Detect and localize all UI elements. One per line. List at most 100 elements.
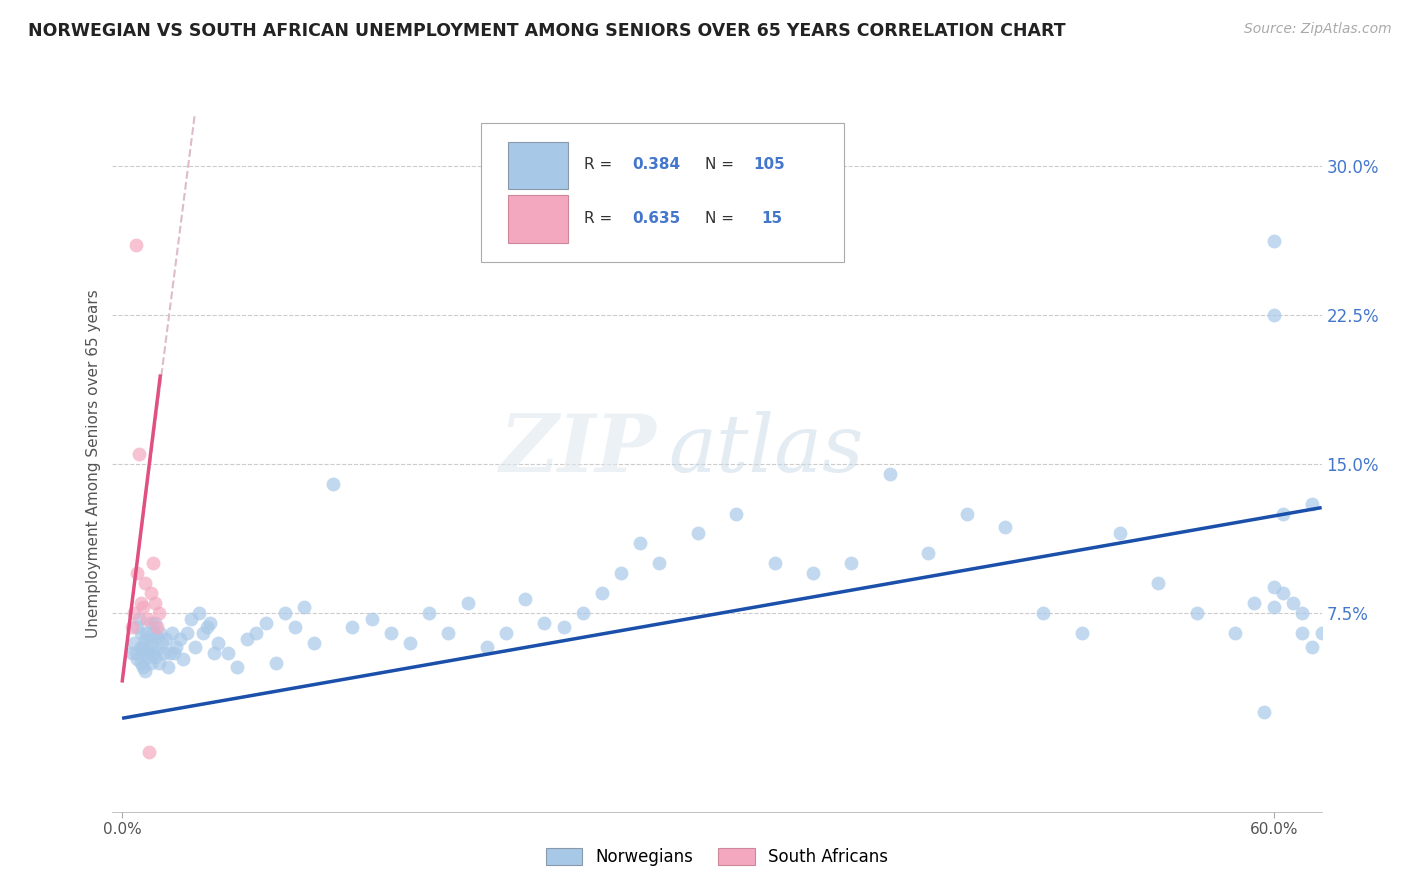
Point xyxy=(841,556,863,570)
Point xyxy=(180,612,202,626)
Point xyxy=(132,640,155,654)
Point xyxy=(725,507,748,521)
Point xyxy=(1263,234,1285,248)
Point xyxy=(139,615,162,630)
Y-axis label: Unemployment Among Seniors over 65 years: Unemployment Among Seniors over 65 years xyxy=(86,290,101,638)
Point xyxy=(138,632,160,646)
Point xyxy=(122,606,145,620)
Point xyxy=(495,625,517,640)
Point xyxy=(1070,625,1092,640)
Point xyxy=(136,612,159,626)
Point xyxy=(138,646,160,660)
Point xyxy=(245,625,267,640)
Point xyxy=(217,646,239,660)
Point xyxy=(142,625,165,640)
Point xyxy=(148,656,170,670)
Point xyxy=(475,640,498,654)
Point xyxy=(686,526,709,541)
Point xyxy=(159,646,181,660)
Point xyxy=(136,625,159,640)
Text: N =: N = xyxy=(704,211,738,227)
Point xyxy=(195,620,218,634)
Point xyxy=(200,615,222,630)
Point xyxy=(153,646,176,660)
Text: R =: R = xyxy=(583,157,617,172)
Point xyxy=(134,643,156,657)
Point xyxy=(1147,576,1170,591)
Point xyxy=(1225,625,1247,640)
Point xyxy=(591,586,613,600)
Point xyxy=(173,651,195,665)
Point xyxy=(127,651,149,665)
Point xyxy=(264,656,287,670)
Point xyxy=(155,632,177,646)
Point xyxy=(513,592,536,607)
Point xyxy=(139,586,162,600)
Point xyxy=(437,625,460,640)
Point xyxy=(136,649,159,664)
Point xyxy=(160,625,183,640)
Point xyxy=(399,636,422,650)
Point xyxy=(150,636,173,650)
Point xyxy=(879,467,901,481)
Point xyxy=(553,620,575,634)
Point xyxy=(148,606,170,620)
Point xyxy=(533,615,555,630)
Text: 0.384: 0.384 xyxy=(633,157,681,172)
Point xyxy=(1032,606,1054,620)
Point xyxy=(128,612,150,626)
Point xyxy=(134,632,156,646)
Point xyxy=(917,546,939,560)
Point xyxy=(139,636,162,650)
FancyBboxPatch shape xyxy=(481,123,844,262)
Point xyxy=(165,640,187,654)
Point xyxy=(142,556,165,570)
Text: 105: 105 xyxy=(754,157,785,172)
Point xyxy=(124,646,146,660)
Point xyxy=(149,625,172,640)
Text: NORWEGIAN VS SOUTH AFRICAN UNEMPLOYMENT AMONG SENIORS OVER 65 YEARS CORRELATION : NORWEGIAN VS SOUTH AFRICAN UNEMPLOYMENT … xyxy=(28,22,1066,40)
Point xyxy=(127,566,149,581)
Point xyxy=(1301,497,1323,511)
Point xyxy=(1263,599,1285,614)
Point xyxy=(143,615,166,630)
Point xyxy=(191,625,214,640)
Point xyxy=(1291,625,1313,640)
Point xyxy=(145,641,167,656)
Point xyxy=(274,606,297,620)
Point xyxy=(294,599,316,614)
Text: N =: N = xyxy=(704,157,738,172)
Point xyxy=(169,632,191,646)
Point xyxy=(163,646,186,660)
Point xyxy=(457,596,479,610)
Point xyxy=(134,576,156,591)
Point xyxy=(628,536,651,550)
Point xyxy=(184,640,207,654)
Point xyxy=(1272,586,1295,600)
Point xyxy=(129,625,152,640)
Point xyxy=(955,507,977,521)
Point xyxy=(571,606,593,620)
Point xyxy=(284,620,307,634)
Text: Source: ZipAtlas.com: Source: ZipAtlas.com xyxy=(1244,22,1392,37)
Point xyxy=(418,606,440,620)
Point xyxy=(1109,526,1132,541)
Point xyxy=(134,664,156,678)
FancyBboxPatch shape xyxy=(508,142,568,189)
Legend: Norwegians, South Africans: Norwegians, South Africans xyxy=(538,841,896,873)
Point xyxy=(124,238,146,252)
Point xyxy=(121,646,143,660)
Text: 15: 15 xyxy=(762,211,783,227)
Point xyxy=(157,659,180,673)
Point xyxy=(254,615,277,630)
Point xyxy=(132,599,155,614)
Point xyxy=(648,556,671,570)
Point xyxy=(1263,580,1285,594)
Point xyxy=(801,566,824,581)
Point xyxy=(143,649,166,664)
Point xyxy=(342,620,364,634)
Point xyxy=(360,612,382,626)
Point xyxy=(142,646,165,660)
Point xyxy=(127,620,149,634)
Point xyxy=(1253,706,1275,720)
